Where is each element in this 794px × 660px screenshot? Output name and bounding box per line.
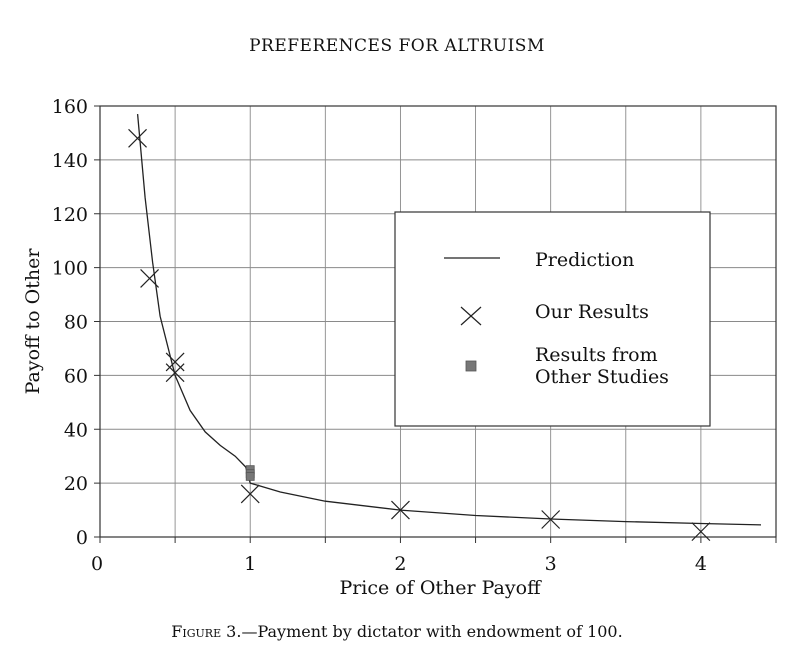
legend-label-prediction: Prediction — [535, 249, 634, 271]
marker-stroke — [128, 128, 147, 148]
marker-stroke — [391, 500, 410, 520]
y-axis-label: Payoff to Other — [22, 248, 44, 395]
legend-label-our-results: Our Results — [535, 301, 649, 323]
caption-prefix: Figure 3. — [171, 622, 242, 641]
marker-stroke — [691, 522, 711, 542]
x-tick-label: 2 — [394, 553, 406, 575]
legend-label-other-studies-line2: Other Studies — [535, 366, 669, 388]
marker-stroke — [140, 268, 159, 288]
our-result-marker — [240, 484, 260, 504]
x-axis-label: Price of Other Payoff — [339, 577, 542, 599]
axis-ticks — [94, 105, 777, 543]
y-tick-label: 140 — [52, 150, 88, 172]
y-tick-label: 60 — [64, 365, 88, 387]
x-tick-label: 4 — [695, 553, 707, 575]
y-tick-label: 160 — [52, 96, 88, 118]
marker-stroke — [240, 484, 260, 504]
y-tick-label: 80 — [64, 312, 88, 334]
our-result-marker — [541, 510, 561, 529]
x-tick-labels: 0 1 2 3 4 — [91, 553, 707, 575]
y-tick-label: 120 — [52, 204, 88, 226]
y-tick-label: 20 — [64, 473, 88, 495]
other-study-marker — [245, 471, 255, 481]
x-tick-label: 3 — [545, 553, 557, 575]
our-result-marker — [128, 128, 147, 148]
legend-box — [394, 211, 711, 427]
legend-label-other-studies-line1: Results from — [535, 344, 658, 366]
legend: Prediction Our Results Results from Othe… — [394, 211, 711, 427]
x-tick-label: 0 — [91, 553, 103, 575]
caption-text: —Payment by dictator with endowment of 1… — [241, 622, 623, 641]
y-tick-label: 100 — [52, 258, 88, 280]
figure-caption: Figure 3.—Payment by dictator with endow… — [0, 622, 794, 641]
our-result-marker — [165, 352, 185, 372]
y-tick-label: 0 — [76, 527, 88, 549]
other-studies-markers — [245, 465, 255, 481]
marker-stroke — [541, 510, 561, 529]
legend-x-swatch — [460, 306, 482, 326]
running-header: PREFERENCES FOR ALTRUISM — [249, 36, 545, 56]
our-result-marker — [140, 268, 159, 288]
our-results-markers — [128, 128, 711, 542]
y-tick-label: 40 — [64, 419, 88, 441]
our-result-marker — [391, 500, 410, 520]
marker-stroke — [165, 352, 185, 372]
our-result-marker — [691, 522, 711, 542]
y-tick-labels: 0 20 40 60 80 100 120 140 160 — [52, 96, 88, 549]
legend-square-swatch — [465, 360, 477, 372]
altruism-chart: 0 1 2 3 4 0 20 40 60 80 100 120 140 160 Price of Oth… — [22, 96, 777, 599]
marker-stroke — [165, 363, 185, 383]
our-result-marker — [165, 363, 185, 383]
x-tick-label: 1 — [244, 553, 256, 575]
